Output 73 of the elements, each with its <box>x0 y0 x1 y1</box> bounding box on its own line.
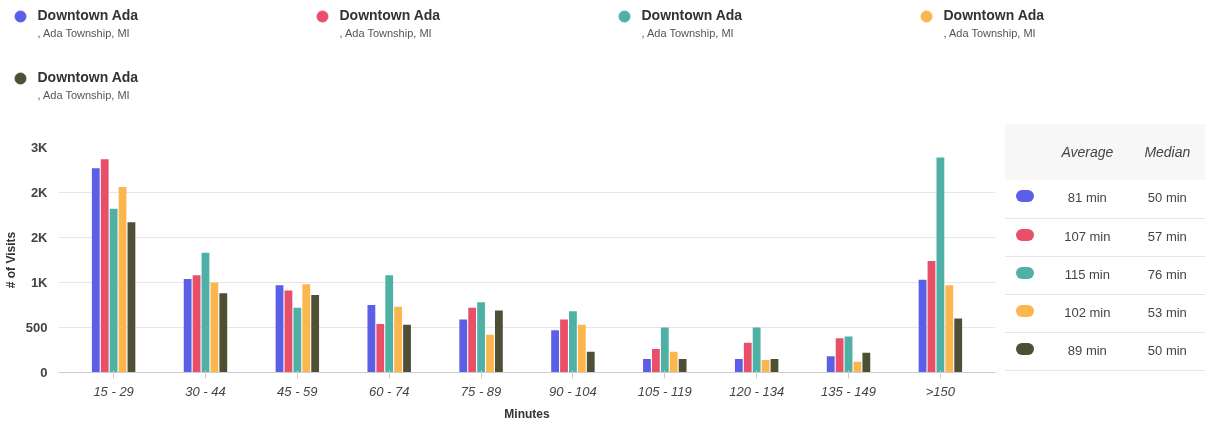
x-tick-label: 75 - 89 <box>460 383 502 399</box>
bar <box>678 359 687 373</box>
y-axis-title: # of Visits <box>3 231 18 289</box>
x-tick-label: 120 - 134 <box>729 383 785 399</box>
x-tick-label: 15 - 29 <box>93 383 134 399</box>
bar <box>577 324 586 373</box>
bar <box>669 351 678 373</box>
text: 107 min <box>1045 218 1130 256</box>
bar <box>385 275 394 373</box>
bar <box>183 278 192 373</box>
bar <box>403 324 411 373</box>
text: 50 min <box>1129 332 1205 370</box>
legend-label: Downtown Ada , Ada Township, MI <box>641 6 743 39</box>
text: 76 min <box>1129 256 1205 294</box>
bar <box>91 168 100 373</box>
x-tick-label: 105 - 119 <box>637 383 692 399</box>
x-tick-label: 30 - 44 <box>185 383 226 399</box>
bar <box>477 302 485 373</box>
bar <box>394 306 403 373</box>
bar <box>936 157 945 373</box>
text: 81 min <box>1045 180 1130 218</box>
bar <box>219 293 228 373</box>
bar <box>468 307 477 373</box>
bar <box>862 352 871 373</box>
bar <box>734 359 743 373</box>
bar <box>293 307 302 373</box>
legend-label: Downtown Ada , Ada Township, MI <box>37 6 139 39</box>
bar <box>210 282 219 373</box>
bar <box>486 334 494 373</box>
text: 115 min <box>1045 256 1130 294</box>
text: 57 min <box>1129 218 1205 256</box>
legend-label: Downtown Ada , Ada Township, MI <box>339 6 441 39</box>
x-tick-label: >150 <box>925 383 956 399</box>
text: 102 min <box>1045 294 1130 332</box>
bar <box>494 310 503 373</box>
legend-label: Downtown Ada , Ada Township, MI <box>943 6 1045 39</box>
bar <box>302 284 311 373</box>
bar <box>100 159 109 373</box>
bar <box>459 319 468 373</box>
bar <box>643 359 651 373</box>
y-tick-label: 0 <box>40 365 48 380</box>
y-tick-label: 2K <box>30 230 49 245</box>
y-tick-label: 500 <box>25 320 48 335</box>
bar <box>311 295 320 373</box>
bar <box>945 285 954 373</box>
text: 50 min <box>1129 180 1205 218</box>
x-tick-label: 45 - 59 <box>277 383 318 399</box>
text: 53 min <box>1129 294 1205 332</box>
y-tick-label: 2K <box>30 185 49 200</box>
bar <box>660 327 669 373</box>
bar <box>569 311 577 373</box>
text: Median <box>1143 143 1192 162</box>
bar <box>551 330 560 373</box>
bar <box>835 338 844 373</box>
text: 89 min <box>1045 332 1130 370</box>
bar <box>826 356 835 373</box>
bar <box>367 305 376 373</box>
x-tick-label: 90 - 104 <box>549 383 597 399</box>
x-tick-label: 60 - 74 <box>368 383 410 399</box>
y-tick-label: 3K <box>30 140 49 155</box>
text: Average <box>1060 143 1115 162</box>
bar <box>954 318 963 373</box>
bar <box>560 319 568 373</box>
bar <box>376 323 385 373</box>
y-tick-label: 1K <box>30 275 49 290</box>
bar <box>586 351 595 373</box>
bar <box>651 349 660 373</box>
bar <box>109 208 118 373</box>
x-tick-label: 135 - 149 <box>821 383 876 399</box>
bar <box>743 342 752 373</box>
x-axis-title: Minutes <box>504 406 550 421</box>
bar <box>752 327 761 373</box>
legend-label: Downtown Ada , Ada Township, MI <box>37 68 139 101</box>
